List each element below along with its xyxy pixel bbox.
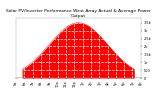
Title: Solar PV/Inverter Performance West Array Actual & Average Power Output: Solar PV/Inverter Performance West Array… <box>6 9 151 18</box>
